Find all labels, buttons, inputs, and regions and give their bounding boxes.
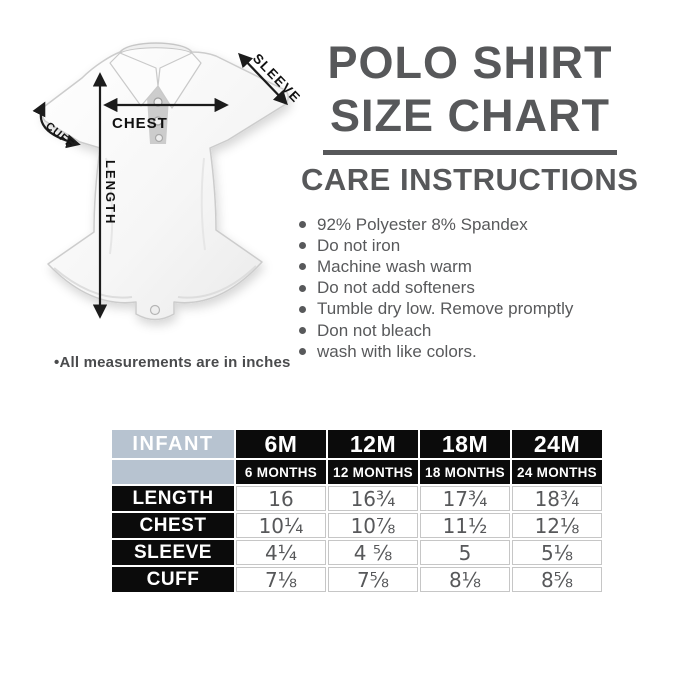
size-value-cell: 5⅛ [512,540,602,565]
length-label: LENGTH [103,160,118,225]
care-item-text: 92% Polyester 8% Spandex [317,214,528,234]
column-subheader-6-months: 6 MONTHS [236,460,326,484]
column-header-24m: 24M [512,430,602,458]
care-item-text: Don not bleach [317,320,432,340]
bullet-icon [299,348,306,356]
polo-shirt-illustration: CHEST LENGTH SLEEVE CUFF [32,42,304,321]
cuff-arrow [32,101,81,149]
size-value-cell: 5 [420,540,510,565]
bullet-icon [299,305,306,313]
size-value-cell: 11½ [420,513,510,538]
snap-button-icon [149,304,161,316]
size-value-cell: 16 [236,486,326,511]
title-underline [323,150,617,155]
care-instruction-item: Machine wash warm [299,256,669,277]
bodysuit-shape [41,42,289,321]
collar-left-flap [109,52,159,107]
measurement-arrows [32,52,288,319]
column-subheader-24-months: 24 MONTHS [512,460,602,484]
row-label-sleeve: SLEEVE [112,540,234,565]
column-subheader-12-months: 12 MONTHS [328,460,418,484]
care-instruction-item: 92% Polyester 8% Spandex [299,214,669,235]
care-instruction-item: Do not iron [299,235,669,256]
page-title: POLO SHIRT SIZE CHART [300,36,640,155]
care-item-text: Tumble dry low. Remove promptly [317,299,574,319]
bullet-icon [299,242,306,250]
care-item-text: Machine wash warm [317,256,472,276]
row-label-length: LENGTH [112,486,234,511]
care-instructions-heading: CARE INSTRUCTIONS [301,162,639,197]
care-instruction-item: Don not bleach [299,320,669,341]
care-instructions-list: 92% Polyester 8% Spandex Do not iron Mac… [299,214,669,362]
care-item-text: Do not iron [317,235,401,255]
size-value-cell: 7⅛ [236,567,326,592]
column-header-18m: 18M [420,430,510,458]
placket [146,82,170,144]
care-item-text: Do not add softeners [317,278,475,298]
column-header-12m: 12M [328,430,418,458]
size-value-cell: 17¾ [420,486,510,511]
size-value-cell: 10¼ [236,513,326,538]
row-label-cuff: CUFF [112,567,234,592]
sleeve-arrow [238,52,288,106]
size-value-cell: 12⅛ [512,513,602,538]
polo-shirt-diagram: CHEST LENGTH SLEEVE CUFF [20,26,304,366]
care-instruction-item: Do not add softeners [299,278,669,299]
button-icon [154,133,164,143]
measurements-note: •All measurements are in inches [54,354,291,371]
column-subheader-18-months: 18 MONTHS [420,460,510,484]
bullet-icon [299,327,306,335]
size-value-cell: 4¼ [236,540,326,565]
care-instruction-item: Tumble dry low. Remove promptly [299,299,669,320]
care-instruction-item: wash with like colors. [299,341,669,362]
size-value-cell: 7⅝ [328,567,418,592]
size-value-cell: 8⅝ [512,567,602,592]
size-value-cell: 4 ⅝ [328,540,418,565]
bullet-icon [299,221,306,229]
infant-header-spacer [112,460,234,484]
size-value-cell: 16¾ [328,486,418,511]
row-label-chest: CHEST [112,513,234,538]
bullet-icon [299,263,306,271]
title-line-1: POLO SHIRT [327,37,613,88]
button-icon [153,116,163,126]
care-item-text: wash with like colors. [317,341,477,361]
column-header-6m: 6M [236,430,326,458]
title-line-2: SIZE CHART [330,90,610,141]
chest-label: CHEST [112,115,168,132]
collar-right-flap [157,52,202,109]
size-value-cell: 10⅞ [328,513,418,538]
size-value-cell: 8⅛ [420,567,510,592]
infant-header-cell: INFANT [112,430,234,458]
size-table: INFANT 6M 12M 18M 24M 6 MONTHS 12 MONTHS… [112,430,602,592]
size-value-cell: 18¾ [512,486,602,511]
bullet-icon [299,284,306,292]
